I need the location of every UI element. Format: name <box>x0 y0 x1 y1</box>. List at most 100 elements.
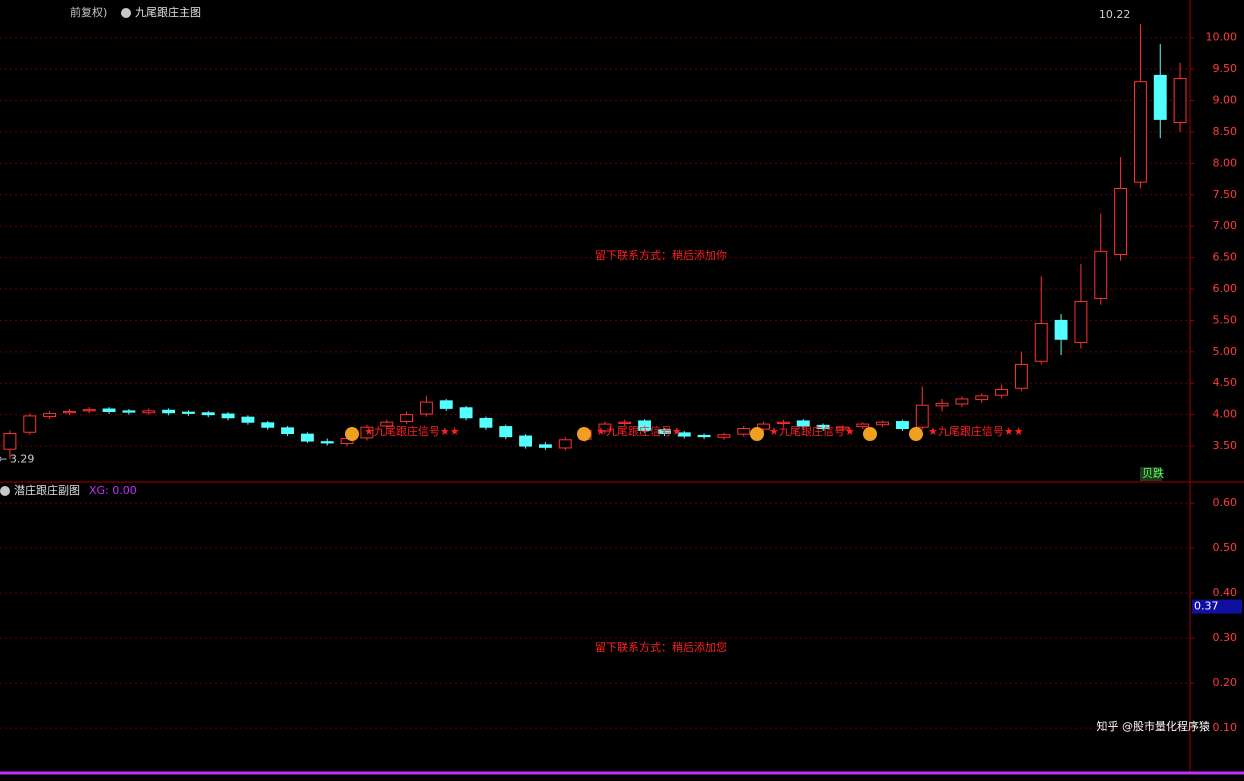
y-tick-label: 0.50 <box>1213 541 1238 554</box>
y-tick-label: 6.50 <box>1213 251 1238 264</box>
low-arrow: ← <box>0 452 7 465</box>
candle-body <box>856 423 870 428</box>
candle-body <box>162 409 176 414</box>
y-tick-label: 10.00 <box>1206 31 1238 44</box>
badge-bg <box>1140 467 1162 481</box>
y-tick-label: 0.20 <box>1213 676 1238 689</box>
signal-icon <box>909 427 923 441</box>
value-marker <box>1192 599 1242 614</box>
y-tick-label: 5.50 <box>1213 313 1238 326</box>
y-tick-label: 8.50 <box>1213 125 1238 138</box>
y-tick-label: 6.00 <box>1213 282 1238 295</box>
signal-icon <box>750 427 764 441</box>
candle-body <box>836 426 850 430</box>
candle-body <box>1114 187 1128 255</box>
y-tick-label: 0.30 <box>1213 631 1238 644</box>
candle-body <box>499 426 513 438</box>
y-tick-label: 9.50 <box>1213 62 1238 75</box>
candle-body <box>1153 74 1167 120</box>
badge: 贝跌 <box>1142 466 1164 480</box>
candle-body <box>300 433 314 442</box>
y-tick-label: 9.00 <box>1213 94 1238 107</box>
signal-label: ★九尾跟庄信号★ <box>596 424 682 438</box>
indicator-icon <box>121 8 131 18</box>
candle-body <box>1054 319 1068 340</box>
candle-body <box>697 434 711 438</box>
candle-body <box>657 429 671 435</box>
candle-body <box>895 421 909 429</box>
y-tick-label: 7.50 <box>1213 188 1238 201</box>
candle-body <box>757 423 771 430</box>
candle-body <box>23 415 37 433</box>
sub-title: 潜庄跟庄副图 <box>14 483 80 497</box>
low-label: 3.29 <box>10 452 35 465</box>
candle-body <box>1173 78 1187 124</box>
candle-body <box>360 426 374 439</box>
y-tick-label: 4.00 <box>1213 408 1238 421</box>
candle-body <box>142 410 156 414</box>
chart-subtitle: 前复权) <box>70 5 107 19</box>
candle-body <box>419 401 433 415</box>
y-tick-label: 0.40 <box>1213 586 1238 599</box>
watermark: 知乎 @股市量化程序猿 <box>1097 719 1211 733</box>
candle-body <box>915 404 929 428</box>
candle-body <box>241 416 255 423</box>
candle-body <box>1034 323 1048 362</box>
y-tick-label: 5.00 <box>1213 345 1238 358</box>
candle-body <box>737 427 751 435</box>
indicator-icon <box>0 486 10 496</box>
candle-body <box>1074 301 1088 343</box>
candle-body <box>201 412 215 416</box>
y-tick-label: 0.10 <box>1213 721 1238 734</box>
signal-icon <box>345 427 359 441</box>
candle-body <box>261 422 275 428</box>
candle-body <box>221 413 235 419</box>
candle-body <box>975 395 989 401</box>
candle-body <box>43 412 57 418</box>
candle-body <box>122 410 136 413</box>
candle-body <box>717 434 731 438</box>
candle-body <box>618 421 632 424</box>
candle-body <box>538 444 552 448</box>
chart-title: 九尾跟庄主图 <box>135 5 201 19</box>
candle-body <box>1014 363 1028 389</box>
y-tick-label: 0.60 <box>1213 496 1238 509</box>
candle-body <box>82 409 96 412</box>
y-tick-label: 8.00 <box>1213 156 1238 169</box>
signal-label: ★九尾跟庄信号★★ <box>928 424 1024 438</box>
candle-body <box>400 414 414 423</box>
candle-body <box>281 427 295 435</box>
high-label: 10.22 <box>1099 8 1131 21</box>
annotation: 留下联系方式：稍后添加你 <box>595 248 727 262</box>
y-tick-label: 7.00 <box>1213 219 1238 232</box>
candle-body <box>320 441 334 444</box>
candle-body <box>380 421 394 427</box>
candle-body <box>558 439 572 449</box>
candle-body <box>677 432 691 437</box>
signal-icon <box>863 427 877 441</box>
candle-body <box>1133 81 1147 183</box>
candle-body <box>479 417 493 428</box>
candle-body <box>181 411 195 414</box>
candle-body <box>1094 250 1108 299</box>
candle-body <box>62 411 76 414</box>
candle-body <box>598 423 612 432</box>
candle-body <box>459 407 473 419</box>
signal-label: ★九尾跟庄信号★ <box>769 424 855 438</box>
candle-body <box>816 424 830 429</box>
value-marker-label: 0.37 <box>1194 600 1219 613</box>
candle-body <box>955 398 969 405</box>
candle-body <box>935 402 949 407</box>
candle-body <box>638 420 652 431</box>
candle-body <box>3 433 17 450</box>
candle-body <box>439 400 453 409</box>
signal-icon <box>577 427 591 441</box>
annotation: 留下联系方式：稍后添加您 <box>595 640 727 654</box>
indicator-label: XG: 0.00 <box>89 484 137 497</box>
candle-body <box>519 435 533 447</box>
candle-body <box>796 420 810 427</box>
candle-body <box>102 408 116 413</box>
